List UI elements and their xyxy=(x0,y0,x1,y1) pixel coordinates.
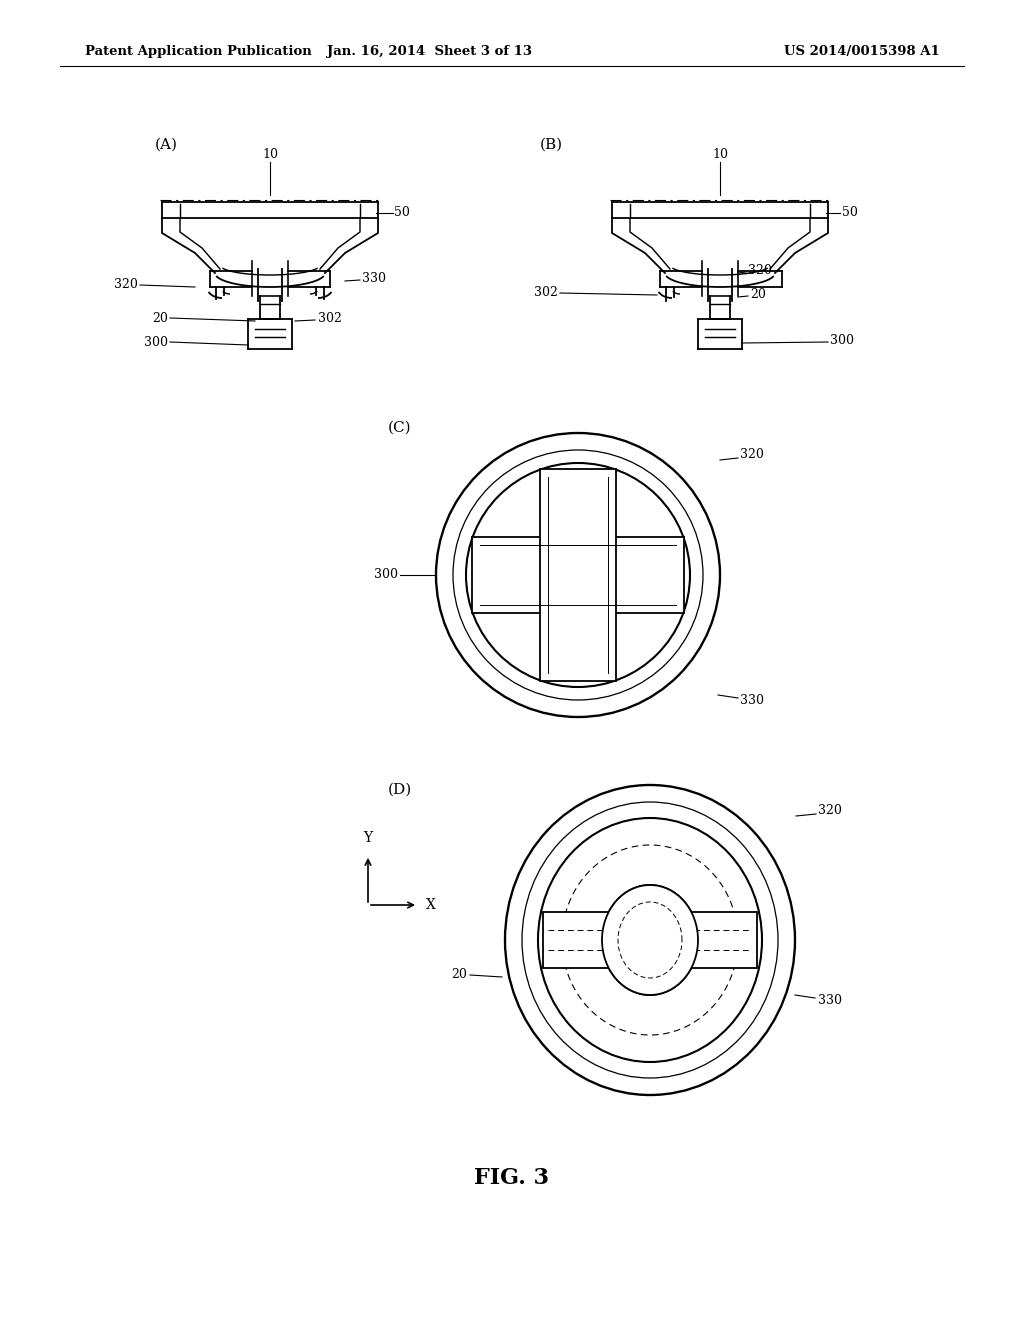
Text: 330: 330 xyxy=(818,994,842,1006)
Text: 302: 302 xyxy=(318,312,342,325)
Ellipse shape xyxy=(602,884,698,995)
Text: 20: 20 xyxy=(750,288,766,301)
Bar xyxy=(472,537,684,612)
Text: 300: 300 xyxy=(830,334,854,346)
Text: (B): (B) xyxy=(540,139,563,152)
Text: FIG. 3: FIG. 3 xyxy=(474,1167,550,1189)
Text: 10: 10 xyxy=(712,149,728,161)
Text: 50: 50 xyxy=(842,206,858,219)
Text: 330: 330 xyxy=(362,272,386,285)
Text: Jan. 16, 2014  Sheet 3 of 13: Jan. 16, 2014 Sheet 3 of 13 xyxy=(328,45,532,58)
Text: Y: Y xyxy=(364,832,373,845)
Bar xyxy=(543,912,757,968)
Text: 300: 300 xyxy=(144,335,168,348)
Text: 10: 10 xyxy=(262,149,278,161)
Text: (D): (D) xyxy=(388,783,413,797)
Text: (C): (C) xyxy=(388,421,412,436)
Text: 320: 320 xyxy=(818,804,842,817)
Text: 330: 330 xyxy=(740,693,764,706)
Text: US 2014/0015398 A1: US 2014/0015398 A1 xyxy=(784,45,940,58)
Text: 320: 320 xyxy=(740,449,764,462)
Text: 320: 320 xyxy=(114,279,138,292)
Text: 20: 20 xyxy=(153,312,168,325)
Text: X: X xyxy=(426,898,436,912)
Text: 50: 50 xyxy=(394,206,410,219)
Text: 320: 320 xyxy=(748,264,772,276)
Text: Patent Application Publication: Patent Application Publication xyxy=(85,45,311,58)
Text: (A): (A) xyxy=(155,139,178,152)
Text: 300: 300 xyxy=(374,569,398,582)
Text: 20: 20 xyxy=(452,969,467,982)
Bar xyxy=(540,469,616,681)
Text: 302: 302 xyxy=(535,286,558,300)
